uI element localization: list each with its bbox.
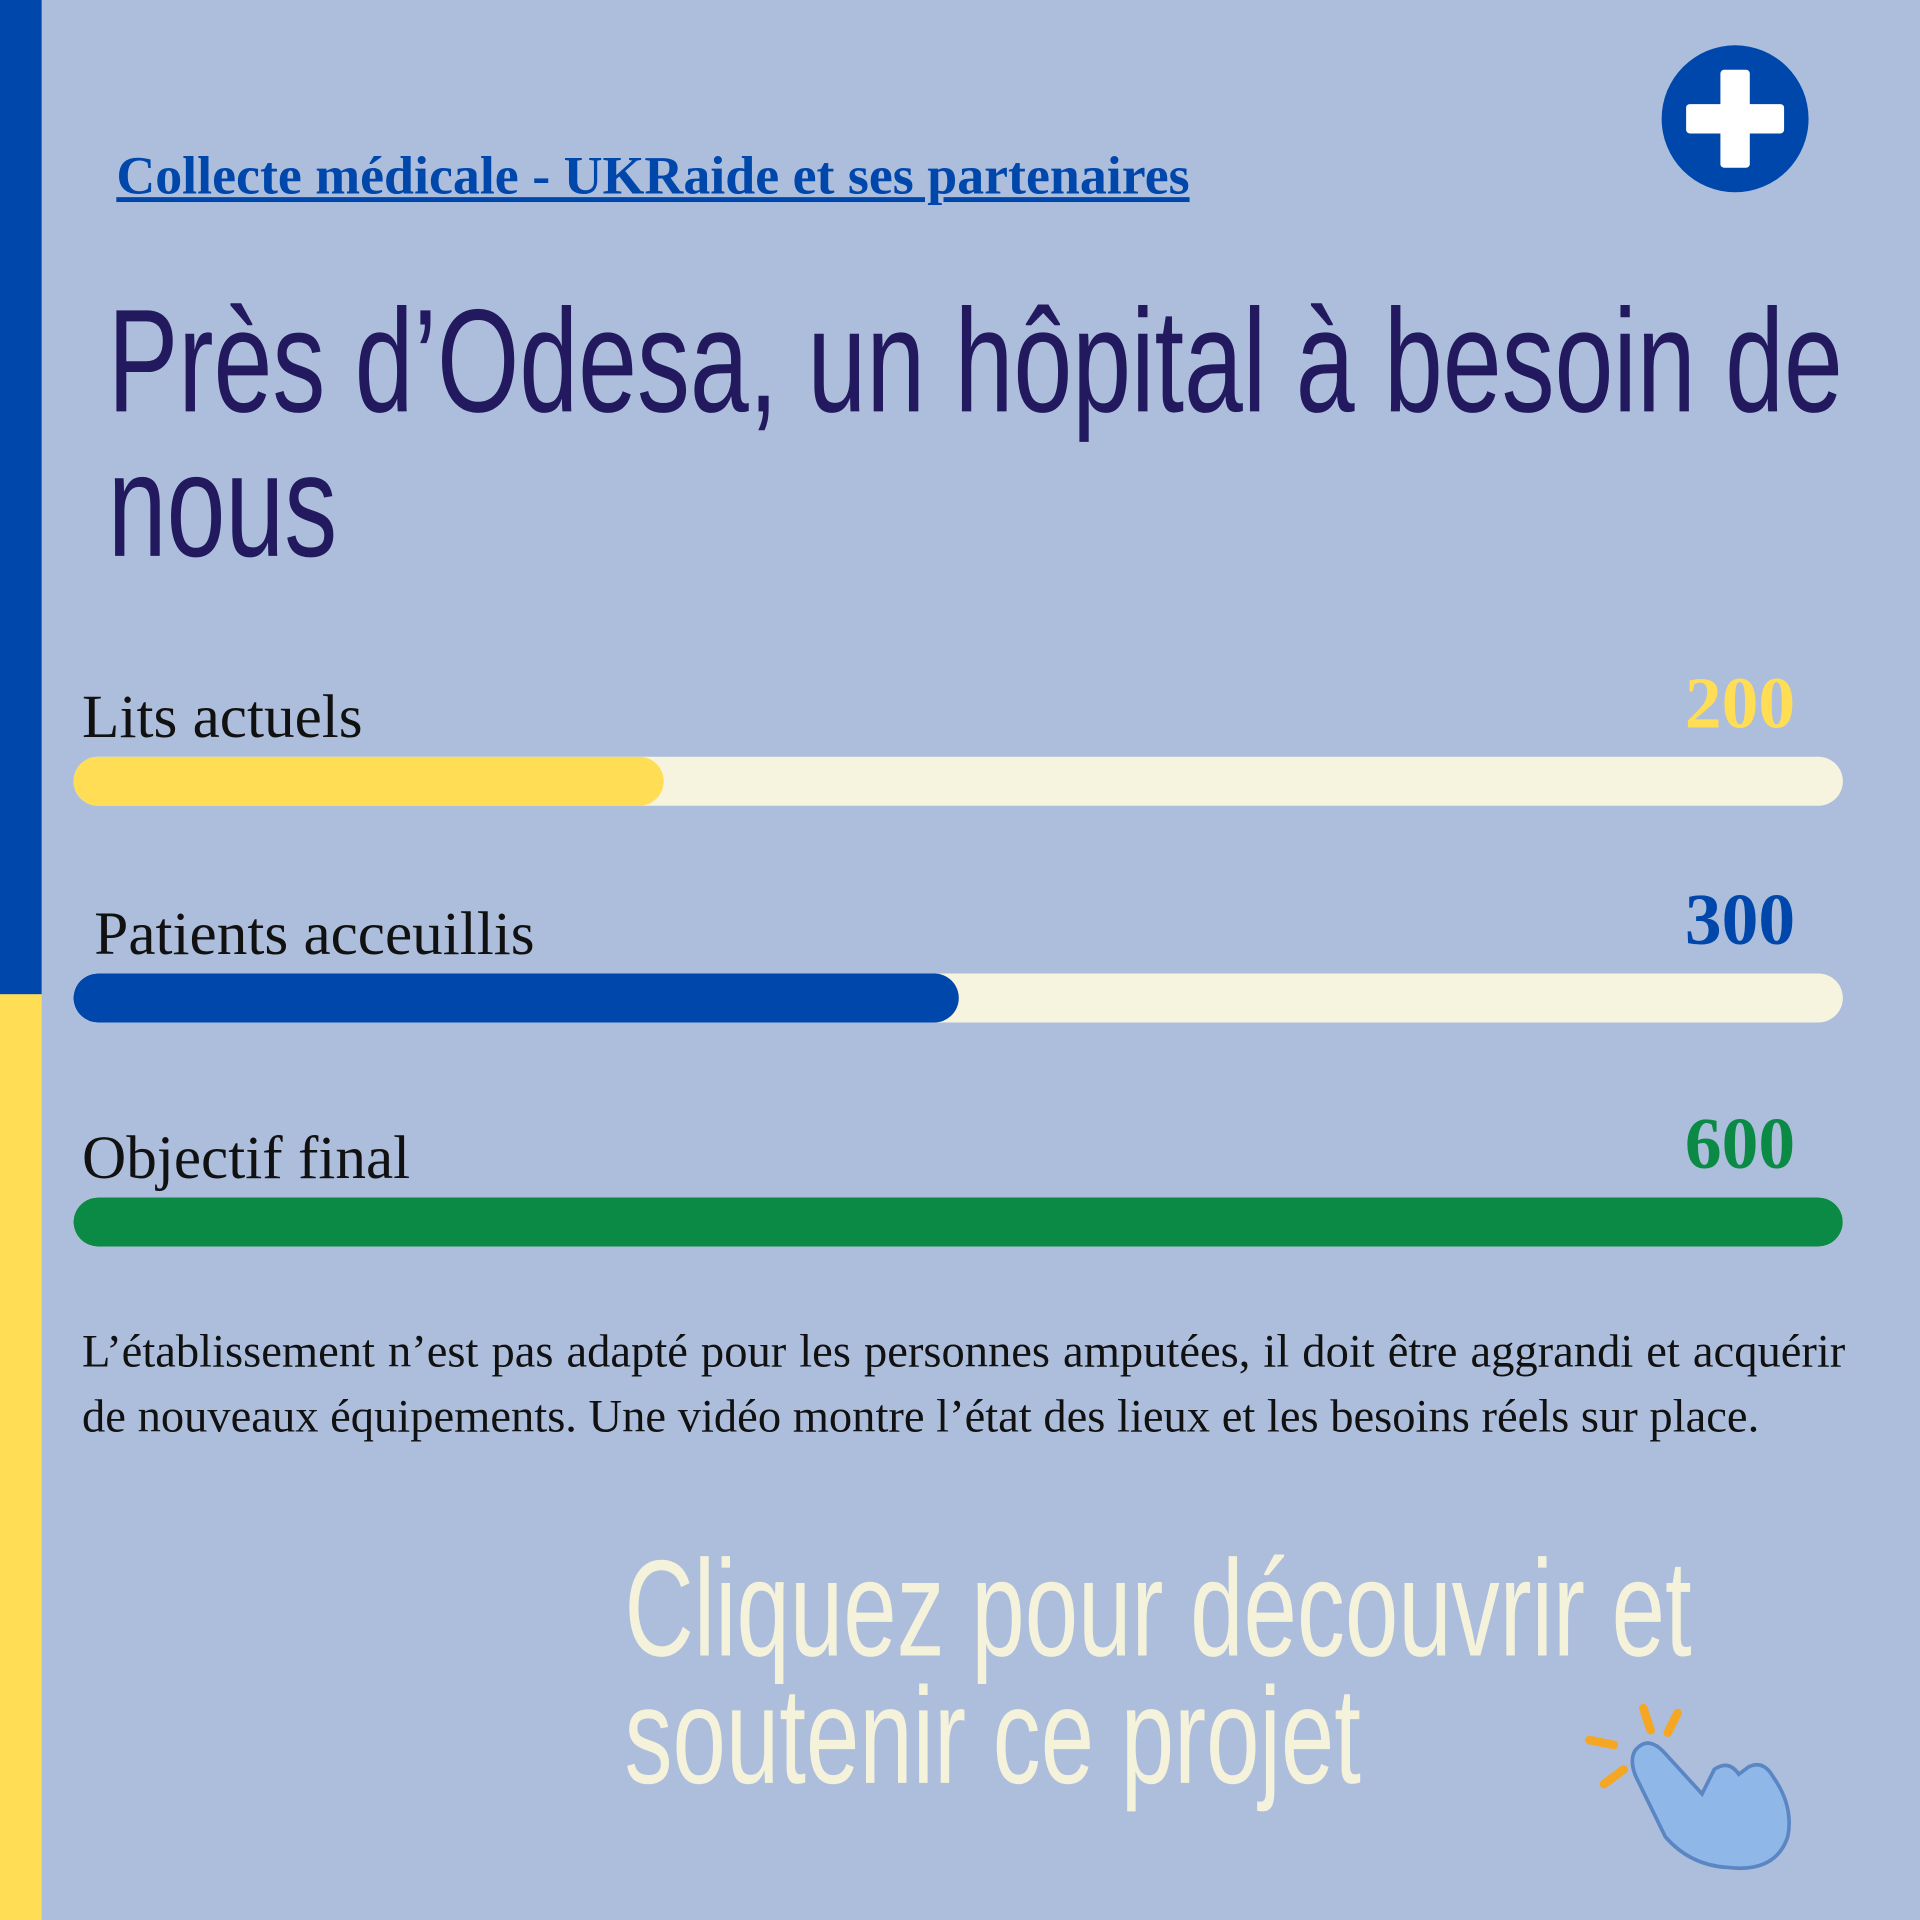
- bar-fill: [73, 756, 664, 806]
- bar-value: 300: [1684, 879, 1796, 961]
- bar-label: Objectif final: [82, 1122, 411, 1192]
- bar-fill: [73, 973, 959, 1023]
- bar-track: [73, 756, 1843, 806]
- hand-icon: [1585, 1703, 1791, 1870]
- title: Près d’Odesa, un hôpital à besoin de nou…: [107, 279, 1843, 588]
- body-text: L’établissement n’est pas adapté pour le…: [82, 1326, 1846, 1443]
- header-link[interactable]: Collecte médicale - UKRaide et ses parte…: [116, 145, 1190, 206]
- bar-label: Patients acceuillis: [94, 898, 535, 968]
- stripe-blue: [0, 0, 42, 995]
- bar-track: [73, 973, 1843, 1023]
- bar-label: Lits actuels: [82, 682, 363, 751]
- bar-value: 200: [1684, 662, 1796, 744]
- stripe-yellow: [0, 994, 42, 1920]
- bar-track: [73, 1197, 1843, 1247]
- bar-fill: [73, 1197, 1843, 1247]
- medical-icon: [1661, 45, 1809, 193]
- bar-value: 600: [1684, 1103, 1796, 1185]
- call-to-action[interactable]: Cliquez pour découvrir et soutenir ce pr…: [624, 1531, 1692, 1813]
